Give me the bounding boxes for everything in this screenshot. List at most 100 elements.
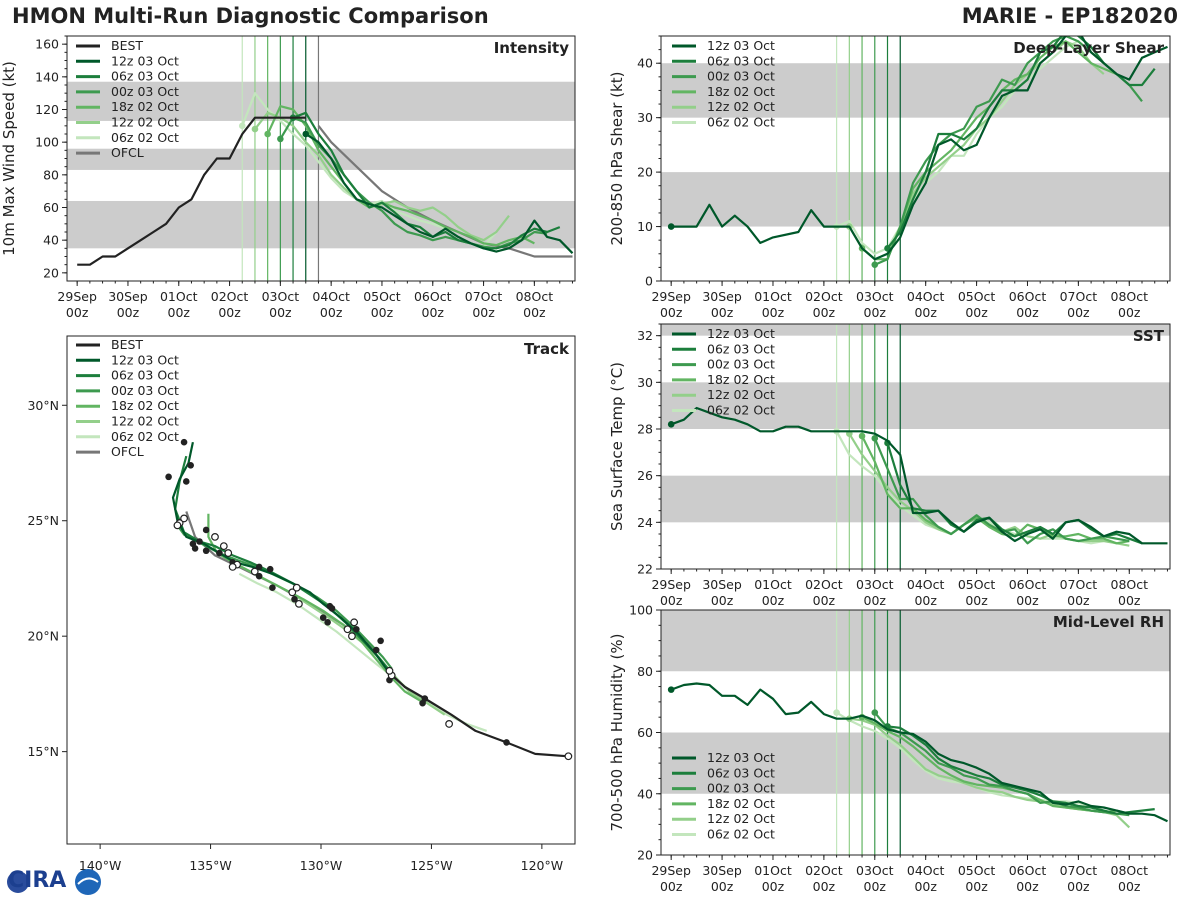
track-ytick-label: 25°N bbox=[27, 513, 59, 528]
rh-series-00z-03-oct bbox=[873, 711, 1130, 817]
shear-xtick-label-hour: 00z bbox=[965, 305, 988, 320]
rh-xtick-label-date: 08Oct bbox=[1111, 863, 1149, 878]
intensity-xtick-label-date: 08Oct bbox=[516, 289, 554, 304]
cira-logo bbox=[7, 869, 101, 895]
rh-xtick-label-date: 01Oct bbox=[754, 863, 792, 878]
track-xtick-label: 125°W bbox=[410, 858, 452, 873]
shear-xtick-label-date: 07Oct bbox=[1060, 289, 1098, 304]
sst-series-18z-02-oct bbox=[861, 435, 1130, 545]
shear-xtick-label-hour: 00z bbox=[914, 305, 937, 320]
sst-ytick-label: 30 bbox=[637, 375, 653, 390]
rh-ytick-label: 100 bbox=[629, 603, 653, 618]
sst-xtick-label-hour: 00z bbox=[813, 593, 836, 608]
shear-xtick-label-date: 03Oct bbox=[856, 289, 894, 304]
rh-legend-label-18z-02-oct: 18z 02 Oct bbox=[707, 796, 775, 811]
sst-xtick-label-date: 07Oct bbox=[1060, 577, 1098, 592]
rh-start-marker-00z-03-oct bbox=[871, 709, 879, 716]
sst-legend-label-12z-03-oct: 12z 03 Oct bbox=[707, 326, 775, 341]
shear-ytick-label: 20 bbox=[637, 165, 653, 180]
intensity-xtick-label-hour: 00z bbox=[168, 305, 191, 320]
track-marker-filled bbox=[255, 563, 263, 571]
shear-legend-label-12z-02-oct: 12z 02 Oct bbox=[707, 99, 775, 114]
sst-start-marker-18z-02-oct bbox=[858, 432, 866, 440]
sst-xtick-label-hour: 00z bbox=[1067, 593, 1090, 608]
track-marker-filled bbox=[196, 538, 203, 545]
track-marker-open bbox=[385, 666, 394, 675]
shear-xtick-label-hour: 00z bbox=[864, 305, 887, 320]
track-marker-filled bbox=[266, 565, 274, 573]
shear-xtick-label-hour: 00z bbox=[660, 305, 683, 320]
shear-xtick-label-hour: 00z bbox=[1016, 305, 1039, 320]
rh-series-12z-03-oct bbox=[670, 682, 1168, 823]
shear-legend-label-12z-03-oct: 12z 03 Oct bbox=[707, 38, 775, 53]
track-marker-filled bbox=[377, 637, 384, 645]
rh-legend-label-06z-02-oct: 06z 02 Oct bbox=[707, 827, 775, 842]
track-marker-open bbox=[292, 583, 301, 592]
track-marker-filled bbox=[165, 473, 172, 481]
track-marker-filled bbox=[353, 625, 360, 633]
intensity-xtick-label-hour: 00z bbox=[66, 305, 89, 320]
shear-series-group bbox=[667, 36, 1168, 268]
intensity-band-2 bbox=[67, 81, 575, 121]
rh-xtick-label-date: 04Oct bbox=[907, 863, 945, 878]
track-marker-filled bbox=[255, 572, 263, 580]
shear-legend-label-18z-02-oct: 18z 02 Oct bbox=[707, 84, 775, 99]
rh-title: Mid-Level RH bbox=[1053, 613, 1164, 631]
rh-legend-label-06z-03-oct: 06z 03 Oct bbox=[707, 765, 775, 780]
intensity-ytick-label: 140 bbox=[35, 69, 59, 84]
rh-ytick-label: 60 bbox=[637, 725, 653, 740]
track-marker-filled bbox=[419, 699, 426, 707]
sst-xtick-label-date: 06Oct bbox=[1009, 577, 1047, 592]
track-marker-filled bbox=[503, 739, 510, 746]
intensity-xtick-label-hour: 00z bbox=[320, 305, 343, 320]
intensity-start-marker-12z-03-oct bbox=[302, 130, 310, 138]
intensity-series-12z-02-oct bbox=[254, 111, 510, 242]
intensity-xtick-label-date: 02Oct bbox=[211, 289, 249, 304]
track-marker-open bbox=[564, 752, 573, 761]
intensity-ytick-label: 60 bbox=[43, 200, 59, 215]
sst-frame bbox=[660, 323, 1171, 570]
intensity-legend-label-06z-03-oct: 06z 03 Oct bbox=[111, 69, 179, 84]
intensity-xtick-label-hour: 00z bbox=[218, 305, 241, 320]
track-marker-filled bbox=[324, 619, 331, 626]
page-title: HMON Multi-Run Diagnostic Comparison bbox=[12, 4, 489, 28]
shear-ylabel: 200-850 hPa Shear (kt) bbox=[608, 72, 626, 246]
track-marker-filled bbox=[187, 462, 194, 469]
sst-xtick-label-date: 02Oct bbox=[805, 577, 843, 592]
rh-xtick-label-hour: 00z bbox=[1016, 879, 1039, 894]
sst-legend-label-12z-02-oct: 12z 02 Oct bbox=[707, 387, 775, 402]
sst-ytick-label: 24 bbox=[637, 515, 653, 530]
intensity-start-marker-12z-02-oct bbox=[251, 125, 259, 133]
rh-xtick-label-hour: 00z bbox=[965, 879, 988, 894]
intensity-band-0 bbox=[67, 200, 575, 249]
intensity-ylabel: 10m Max Wind Speed (kt) bbox=[0, 61, 18, 256]
track-marker-filled bbox=[216, 549, 223, 557]
intensity-series-06z-03-oct bbox=[292, 111, 561, 250]
sst-ytick-label: 28 bbox=[637, 422, 653, 437]
track-marker-open bbox=[250, 567, 259, 576]
shear-series-06z-02-oct bbox=[836, 40, 1092, 255]
shear-legend-label-06z-02-oct: 06z 02 Oct bbox=[707, 115, 775, 130]
track-legend-label-06z-03-oct: 06z 03 Oct bbox=[111, 368, 179, 383]
track-marker-open bbox=[219, 542, 228, 551]
track-marker-open bbox=[445, 720, 454, 728]
intensity-legend-label-12z-02-oct: 12z 02 Oct bbox=[111, 115, 179, 130]
sst-xtick-label-date: 30Sep bbox=[702, 577, 742, 592]
intensity-series-group bbox=[77, 92, 574, 266]
rh-xtick-label-hour: 00z bbox=[762, 879, 785, 894]
track-legend-label-18z-02-oct: 18z 02 Oct bbox=[111, 398, 179, 413]
intensity-ytick-label: 20 bbox=[43, 265, 59, 280]
intensity-xtick-label-date: 30Sep bbox=[108, 289, 148, 304]
intensity-xtick-label-hour: 00z bbox=[523, 305, 546, 320]
shear-band-1 bbox=[661, 63, 1170, 118]
intensity-xtick-label-hour: 00z bbox=[422, 305, 445, 320]
track-marker-filled bbox=[191, 545, 199, 552]
track-legend-label-ofcl: OFCL bbox=[111, 444, 144, 459]
intensity-legend-label-12z-03-oct: 12z 03 Oct bbox=[111, 53, 179, 68]
intensity-xtick-label-hour: 00z bbox=[269, 305, 292, 320]
shear-xtick-label-date: 06Oct bbox=[1009, 289, 1047, 304]
sst-xtick-label-hour: 00z bbox=[762, 593, 785, 608]
sst-xtick-label-date: 04Oct bbox=[907, 577, 945, 592]
rh-band-1 bbox=[661, 610, 1170, 672]
